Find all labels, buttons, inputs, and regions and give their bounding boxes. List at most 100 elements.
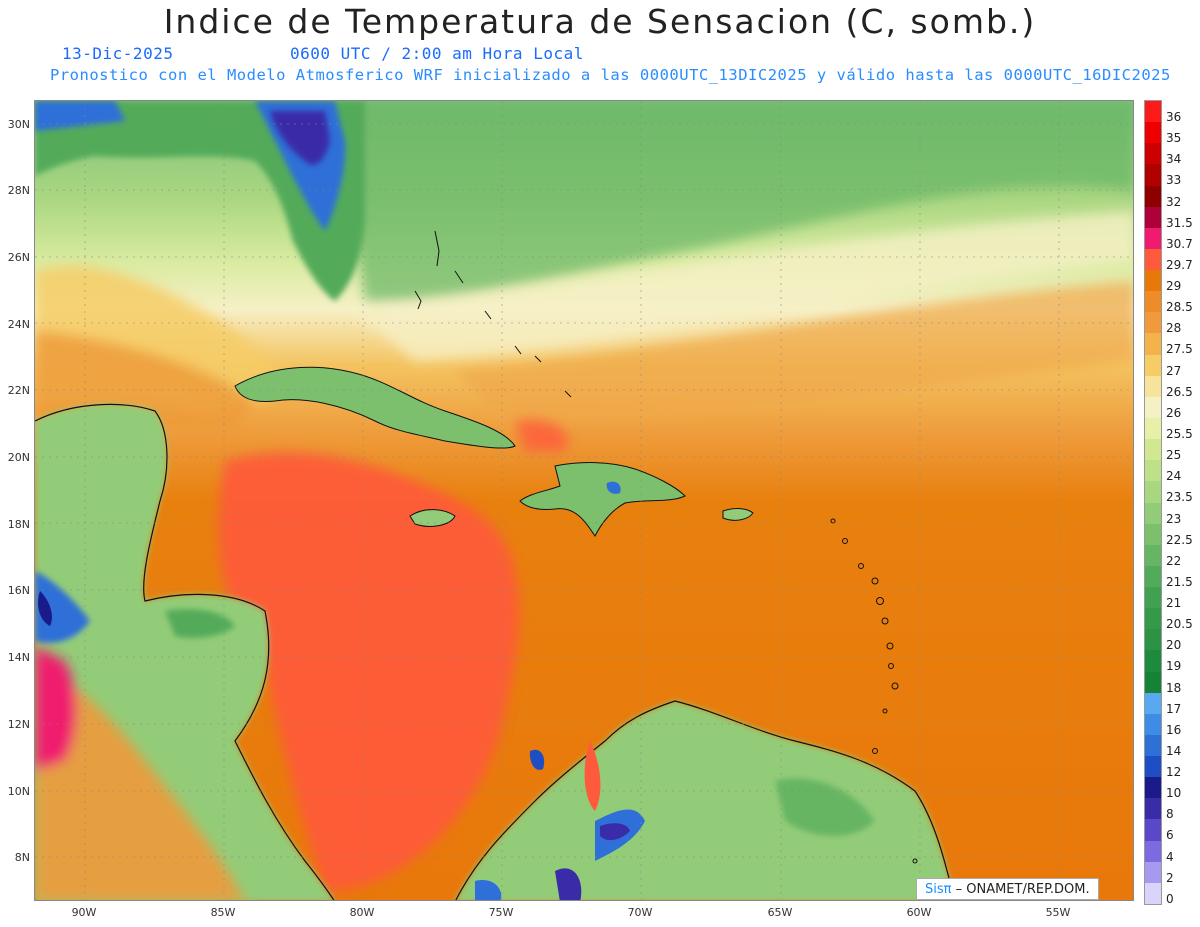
- legend-label: 34: [1166, 152, 1182, 167]
- forecast-date: 13-Dic-2025: [62, 44, 174, 63]
- legend-swatch: [1145, 248, 1161, 271]
- legend-label: 28.5: [1166, 300, 1193, 315]
- legend-swatch: [1145, 692, 1161, 715]
- south-america: [455, 700, 956, 900]
- legend-swatch: [1145, 840, 1161, 863]
- pacific-field: [35, 646, 244, 900]
- legend-swatch: [1145, 270, 1161, 292]
- legend-swatch: [1145, 354, 1161, 377]
- lesser-antilles: [830, 518, 918, 864]
- legend-label: 23.5: [1166, 490, 1193, 505]
- legend-label: 25.5: [1166, 426, 1193, 441]
- legend-label: 14: [1166, 743, 1182, 758]
- legend-label: 27: [1166, 363, 1182, 378]
- bahamas: [414, 230, 572, 398]
- jamaica: [409, 509, 456, 527]
- legend-swatch: [1145, 164, 1161, 187]
- lat-label: 10N: [7, 785, 30, 798]
- legend-label: 30.7: [1166, 236, 1193, 251]
- legend-label: 21.5: [1166, 574, 1193, 589]
- legend-swatch: [1145, 206, 1161, 229]
- legend-label: 4: [1166, 849, 1174, 864]
- legend-swatch: [1145, 333, 1161, 356]
- legend-swatch: [1145, 291, 1161, 313]
- legend-label: 29.7: [1166, 257, 1193, 272]
- legend-label: 0: [1166, 891, 1174, 906]
- legend-swatch: [1145, 375, 1161, 398]
- legend-swatch: [1145, 798, 1161, 820]
- lon-label: 60W: [906, 906, 932, 919]
- legend-swatch: [1145, 312, 1161, 334]
- lon-label: 65W: [767, 906, 793, 919]
- credit-brand: Sisπ: [925, 882, 952, 897]
- legend-label: 21: [1166, 596, 1182, 611]
- lon-label: 80W: [349, 906, 375, 919]
- forecast-time: 0600 UTC / 2:00 am Hora Local: [290, 44, 584, 63]
- heat-index-map: [34, 100, 1134, 901]
- legend-label: 36: [1166, 110, 1182, 124]
- legend-label: 22.5: [1166, 532, 1193, 547]
- legend-swatch: [1145, 671, 1161, 694]
- legend-swatch: [1145, 481, 1161, 503]
- legend-swatch: [1145, 650, 1161, 673]
- puerto-rico: [722, 508, 754, 521]
- lat-label: 26N: [7, 251, 30, 264]
- legend-swatch: [1145, 227, 1161, 250]
- legend-label: 18: [1166, 680, 1182, 695]
- legend-swatch: [1145, 502, 1161, 525]
- legend-swatch: [1145, 608, 1161, 630]
- legend-swatch: [1145, 565, 1161, 588]
- legend-label: 16: [1166, 722, 1182, 737]
- legend-swatch: [1145, 185, 1161, 208]
- legend-swatch: [1145, 122, 1161, 144]
- legend-label: 31.5: [1166, 215, 1193, 230]
- lat-label: 24N: [7, 318, 30, 331]
- legend-swatch: [1145, 143, 1161, 165]
- lat-label: 22N: [7, 384, 30, 397]
- lat-label: 8N: [14, 851, 30, 864]
- north-cool-band: [335, 101, 1133, 421]
- legend-swatch: [1145, 396, 1161, 419]
- legend-swatch: [1145, 439, 1161, 461]
- lon-label: 85W: [210, 906, 236, 919]
- legend-swatch: [1145, 756, 1161, 778]
- lat-label: 18N: [7, 518, 30, 531]
- map-title: Indice de Temperatura de Sensacion (C, s…: [163, 2, 1037, 41]
- legend-label: 22: [1166, 553, 1182, 568]
- graticule: [35, 101, 1133, 900]
- legend-swatch: [1145, 629, 1161, 651]
- legend-label: 28: [1166, 321, 1182, 336]
- legend-label: 29: [1166, 279, 1182, 294]
- legend-label: 27.5: [1166, 342, 1193, 357]
- legend-label: 35: [1166, 131, 1182, 146]
- caribbean-hot-core: [218, 420, 568, 891]
- lon-label: 90W: [71, 906, 97, 919]
- legend-swatch: [1145, 734, 1161, 757]
- legend-swatch: [1145, 460, 1161, 482]
- lat-label: 30N: [7, 118, 30, 131]
- legend-label: 20: [1166, 638, 1182, 653]
- cuba: [234, 366, 516, 449]
- legend-swatch: [1145, 101, 1161, 123]
- legend-swatch: [1145, 587, 1161, 609]
- map-canvas: [35, 101, 1133, 900]
- lon-label: 55W: [1045, 906, 1071, 919]
- legend-label: 10: [1166, 786, 1182, 801]
- legend-label: 24: [1166, 469, 1182, 484]
- florida: [35, 101, 365, 301]
- legend-label: 19: [1166, 659, 1182, 674]
- legend-swatch: [1145, 861, 1161, 884]
- hispaniola: [519, 462, 686, 537]
- lat-label: 16N: [7, 584, 30, 597]
- legend-swatch: [1145, 882, 1161, 905]
- legend-swatch: [1145, 819, 1161, 842]
- legend-label: 8: [1166, 807, 1174, 822]
- legend-swatch: [1145, 713, 1161, 736]
- legend-label: 26: [1166, 405, 1182, 420]
- forecast-description: Pronostico con el Modelo Atmosferico WRF…: [50, 66, 1171, 84]
- lat-label: 12N: [7, 718, 30, 731]
- legend-label: 12: [1166, 765, 1182, 780]
- credit-org: – ONAMET/REP.DOM.: [951, 882, 1090, 897]
- legend-swatch: [1145, 417, 1161, 440]
- color-legend: [1144, 100, 1162, 905]
